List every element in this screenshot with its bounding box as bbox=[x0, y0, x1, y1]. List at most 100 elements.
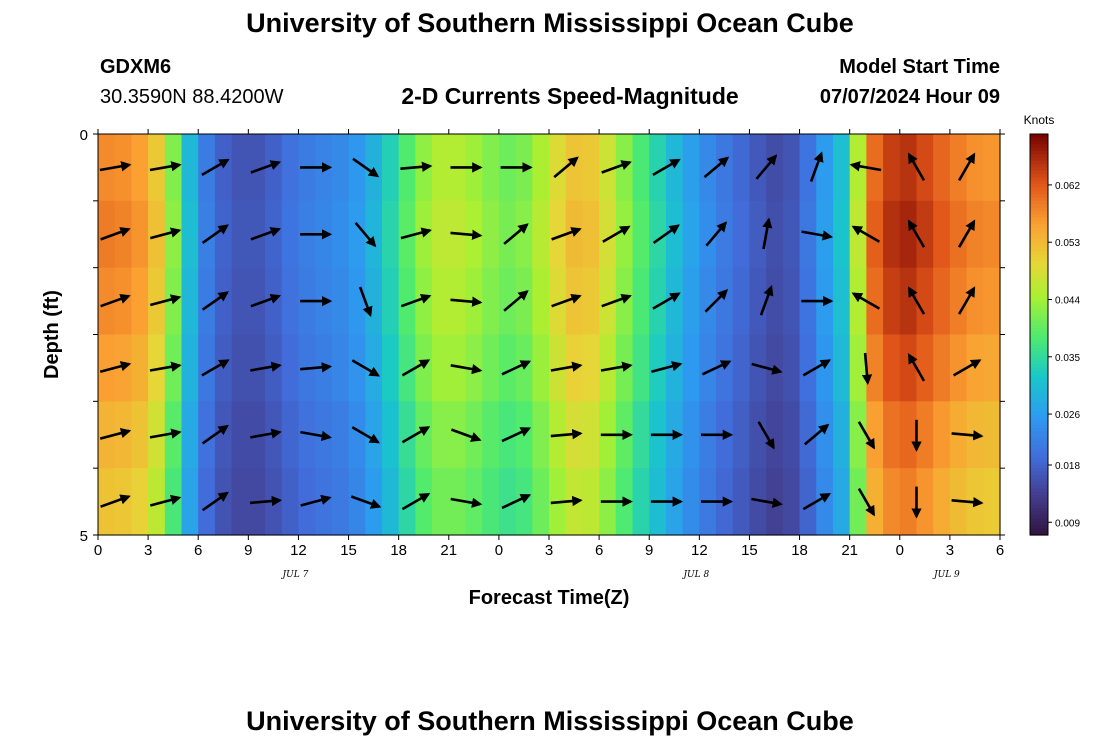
station-coordinates: 30.3590N 88.4200W bbox=[100, 86, 284, 108]
colorbar-segment bbox=[1030, 468, 1048, 473]
current-vector bbox=[149, 161, 182, 172]
colorbar-tick-label: 0.009 bbox=[1055, 518, 1080, 529]
heatmap-cell bbox=[682, 200, 700, 269]
heatmap-cell bbox=[699, 200, 717, 269]
heatmap-cell bbox=[649, 267, 667, 336]
heatmap-cell bbox=[231, 334, 249, 402]
colorbar-segment bbox=[1030, 344, 1048, 349]
heatmap-cell bbox=[615, 200, 634, 269]
colorbar-segment bbox=[1030, 174, 1048, 179]
heatmap-cell bbox=[582, 334, 600, 402]
current-vector bbox=[957, 286, 976, 315]
colorbar-segment bbox=[1030, 137, 1048, 142]
current-vector bbox=[250, 361, 282, 372]
current-vector bbox=[400, 227, 432, 240]
colorbar-tick-label: 0.018 bbox=[1055, 461, 1080, 472]
current-vector bbox=[400, 161, 433, 173]
colorbar-segment bbox=[1030, 257, 1048, 262]
current-vector bbox=[450, 497, 483, 508]
colorbar-segment bbox=[1030, 448, 1048, 453]
heatmap-cell bbox=[331, 401, 350, 469]
heatmap-cell bbox=[532, 334, 550, 402]
heatmap-cell bbox=[899, 267, 918, 336]
current-vector bbox=[401, 359, 431, 377]
colorbar: Knots 0.009 0.018 0.026 0.035 0.044 0.053 0.062 bbox=[1024, 113, 1080, 536]
colorbar-segment bbox=[1030, 240, 1048, 245]
colorbar-segment bbox=[1030, 341, 1048, 346]
colorbar-segment bbox=[1030, 394, 1048, 399]
heatmap-cell bbox=[248, 267, 266, 336]
heatmap-cell bbox=[782, 267, 801, 336]
heatmap-cell bbox=[933, 468, 951, 536]
heatmap-cell bbox=[899, 401, 918, 469]
current-vector bbox=[99, 428, 132, 440]
current-vector bbox=[201, 424, 229, 445]
heatmap-cell bbox=[883, 468, 901, 536]
current-vector bbox=[957, 219, 976, 248]
heatmap-cell bbox=[749, 334, 767, 402]
heatmap-cell bbox=[281, 401, 300, 469]
colorbar-segment bbox=[1030, 508, 1048, 513]
heatmap-cell bbox=[348, 468, 366, 536]
colorbar-segment bbox=[1030, 531, 1048, 536]
colorbar-segment bbox=[1030, 428, 1048, 433]
heatmap-cell bbox=[983, 134, 1001, 202]
heatmap-cell bbox=[148, 200, 166, 269]
current-vector bbox=[149, 361, 182, 372]
colorbar-segment bbox=[1030, 397, 1048, 402]
heatmap-cell bbox=[966, 267, 984, 336]
heatmap-cell bbox=[916, 200, 934, 269]
heatmap-cell bbox=[381, 200, 400, 269]
heatmap-cell bbox=[181, 401, 199, 469]
colorbar-segment bbox=[1030, 210, 1048, 215]
current-vector bbox=[952, 359, 982, 377]
footer-title: University of Southern Mississippi Ocean… bbox=[246, 706, 854, 736]
current-vector bbox=[100, 227, 131, 241]
heatmap-cell bbox=[749, 134, 767, 202]
heatmap-cell bbox=[966, 200, 984, 269]
heatmap-cell bbox=[899, 200, 918, 269]
heatmap-cell bbox=[482, 134, 500, 202]
current-vector bbox=[550, 495, 583, 507]
colorbar-segment bbox=[1030, 247, 1048, 252]
colorbar-segment bbox=[1030, 357, 1048, 362]
current-vector bbox=[201, 291, 229, 311]
current-vector bbox=[201, 224, 229, 244]
heatmap-cell bbox=[599, 134, 617, 202]
colorbar-segment bbox=[1030, 434, 1048, 439]
colorbar-segment bbox=[1030, 200, 1048, 205]
heatmap-cell bbox=[849, 468, 867, 536]
heatmap-cell bbox=[716, 134, 734, 202]
colorbar-segment bbox=[1030, 147, 1048, 152]
heatmap-cell bbox=[866, 334, 884, 402]
heatmap-cell bbox=[649, 134, 667, 202]
heatmap-cell bbox=[582, 468, 600, 536]
current-vector bbox=[857, 487, 876, 517]
heatmap-cell bbox=[899, 468, 918, 536]
current-vector bbox=[651, 361, 683, 374]
heatmap-cell bbox=[665, 134, 684, 202]
x-tick-label: 15 bbox=[340, 542, 357, 559]
current-vector bbox=[757, 421, 775, 450]
heatmap-cell bbox=[131, 334, 149, 402]
colorbar-segment bbox=[1030, 154, 1048, 158]
heatmap-cell bbox=[181, 267, 199, 336]
current-vector bbox=[851, 225, 881, 243]
heatmap-cell bbox=[482, 334, 500, 402]
heatmap-cell bbox=[632, 334, 650, 402]
heatmap-cell bbox=[665, 200, 684, 269]
current-vector bbox=[450, 428, 482, 442]
colorbar-segment bbox=[1030, 180, 1048, 185]
colorbar-segment bbox=[1030, 478, 1048, 483]
heatmap-cell bbox=[231, 401, 249, 469]
heatmap-cell bbox=[398, 200, 416, 269]
colorbar-segment bbox=[1030, 391, 1048, 396]
heatmap-cell bbox=[716, 200, 734, 269]
current-vector bbox=[450, 363, 483, 375]
x-tick-label: 12 bbox=[290, 542, 307, 559]
date-label: JUL 7 bbox=[281, 570, 309, 580]
heatmap-cell bbox=[766, 200, 784, 269]
heatmap-cell bbox=[448, 468, 467, 536]
heatmap-cell bbox=[348, 401, 366, 469]
heatmap-cell bbox=[131, 267, 149, 336]
